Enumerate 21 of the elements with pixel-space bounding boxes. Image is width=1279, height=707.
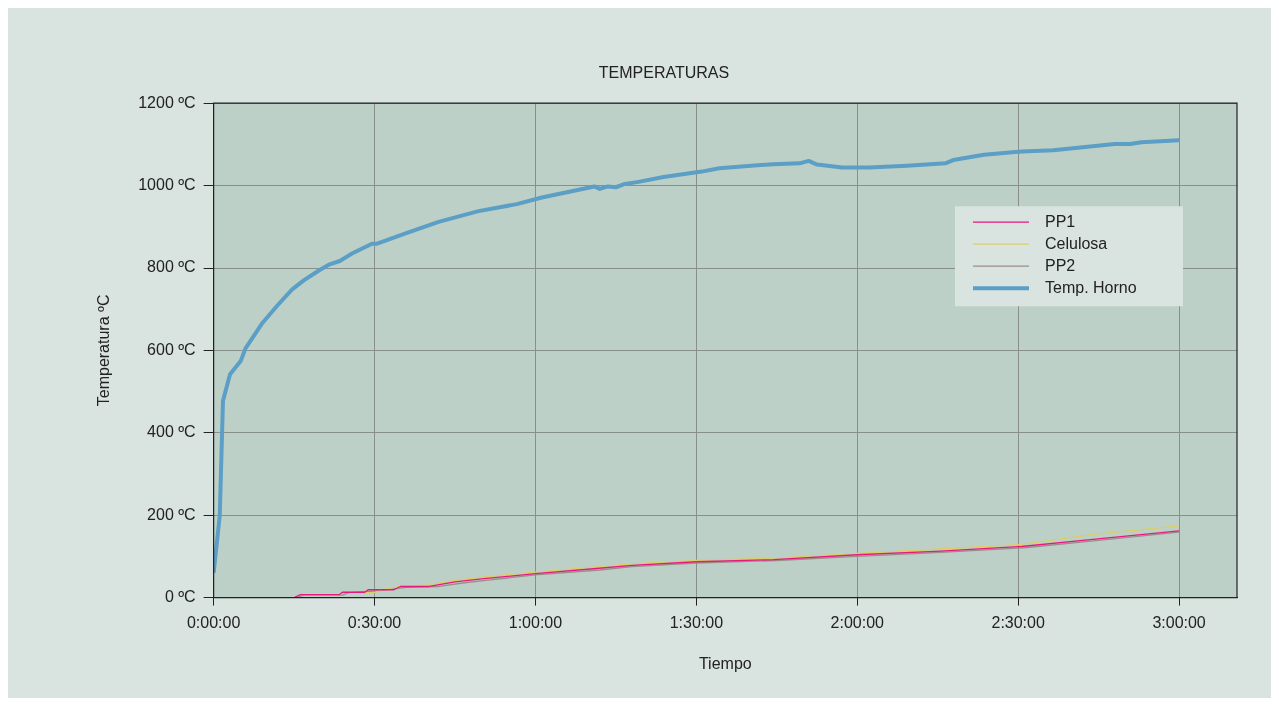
y-tick-label: 200 ºC	[147, 505, 196, 523]
x-tick-label: 2:00:00	[830, 613, 885, 631]
x-tick-label: 0:00:00	[186, 613, 241, 631]
y-tick-label: 1000 ºC	[138, 176, 196, 194]
y-tick-label: 600 ºC	[147, 340, 196, 358]
y-axis-title: Temperatura ºC	[95, 294, 113, 407]
legend-label: PP1	[1045, 212, 1076, 230]
y-tick-label: 0 ºC	[164, 588, 196, 606]
y-tick-label: 1200 ºC	[138, 93, 196, 111]
y-tick-label: 400 ºC	[147, 423, 196, 441]
y-tick-label: 800 ºC	[147, 258, 196, 276]
x-tick-label: 2:30:00	[991, 613, 1045, 631]
legend-label: PP2	[1045, 256, 1076, 274]
x-tick-label: 0:30:00	[347, 613, 402, 631]
legend-label: Temp. Horno	[1045, 278, 1137, 296]
x-axis-title: Tiempo	[698, 654, 752, 672]
legend-label: Celulosa	[1045, 234, 1108, 252]
x-tick-label: 1:30:00	[669, 613, 724, 631]
x-tick-label: 1:00:00	[508, 613, 563, 631]
x-tick-label: 3:00:00	[1152, 613, 1206, 631]
chart-title: TEMPERATURAS	[598, 64, 730, 82]
